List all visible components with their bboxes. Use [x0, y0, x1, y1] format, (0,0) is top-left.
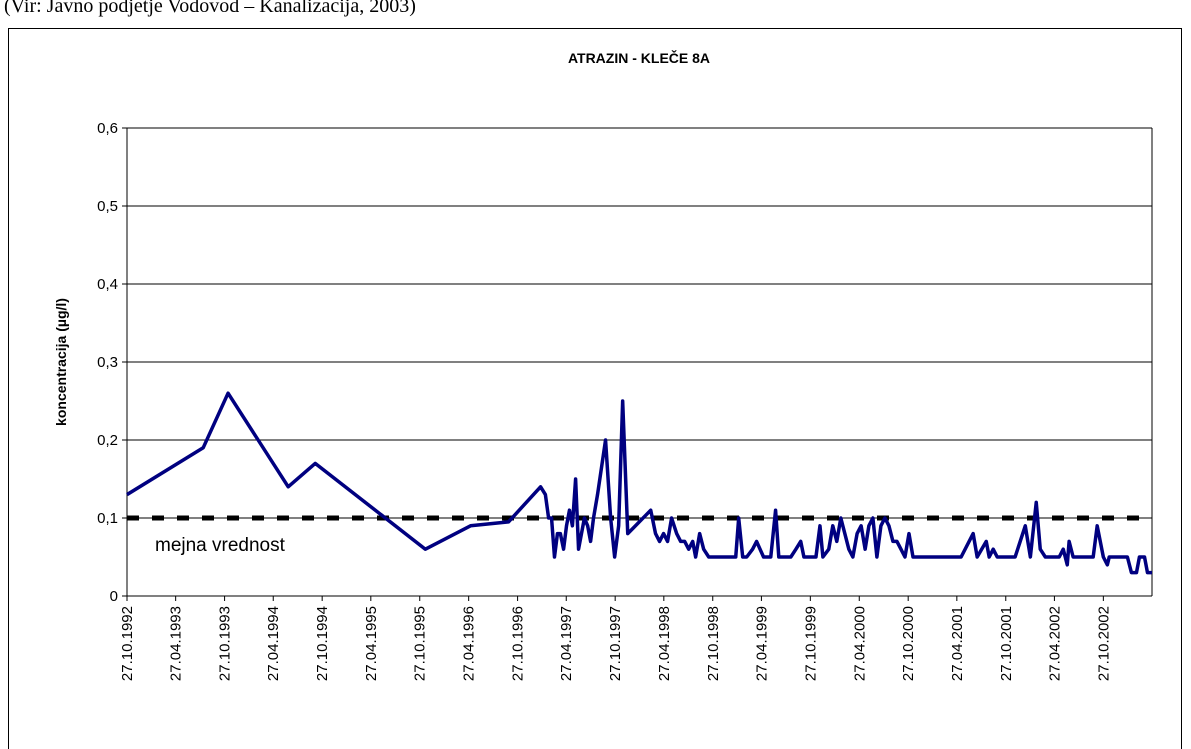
x-tick-label: 27.10.1997	[607, 606, 624, 681]
x-tick-label: 27.04.2001	[949, 606, 966, 681]
x-tick-label: 27.04.1998	[656, 606, 673, 681]
y-tick-label: 0,6	[97, 120, 118, 137]
y-tick-label: 0,3	[97, 354, 118, 371]
x-tick-label: 27.10.1993	[217, 606, 234, 681]
threshold-label: mejna vrednost	[155, 535, 286, 556]
chart-title: ATRAZIN - KLEČE 8A	[568, 49, 710, 66]
x-tick-label: 27.04.1996	[461, 606, 478, 681]
x-tick-label: 27.10.1995	[412, 606, 429, 681]
x-tick-label: 27.04.1994	[265, 606, 282, 681]
x-tick-label: 27.10.1996	[510, 606, 527, 681]
data-line	[126, 391, 1152, 575]
x-tick-label: 27.10.1998	[705, 606, 722, 681]
x-tick-label: 27.04.1993	[168, 606, 185, 681]
x-tick-label: 27.04.1997	[558, 606, 575, 681]
x-tick-label: 27.04.2000	[851, 606, 868, 681]
y-tick-label: 0,5	[97, 198, 118, 215]
x-tick-label: 27.10.1994	[314, 606, 331, 681]
y-tick-label: 0,2	[97, 432, 118, 449]
source-note: (Vir: Javno podjetje Vodovod – Kanalizac…	[4, 0, 416, 17]
chart-frame	[8, 28, 1182, 749]
x-tick-label: 27.10.2000	[900, 606, 917, 681]
x-tick-label: 27.04.1995	[363, 606, 380, 681]
x-tick-label: 27.04.2002	[1046, 606, 1063, 681]
y-axis-title: koncentracija (µg/l)	[53, 298, 69, 426]
x-tick-label: 27.10.2001	[998, 606, 1015, 681]
y-tick-label: 0,1	[97, 510, 118, 527]
y-tick-label: 0	[110, 588, 118, 605]
x-tick-label: 27.10.1992	[119, 606, 136, 681]
x-tick-label: 27.10.2002	[1095, 606, 1112, 681]
y-tick-label: 0,4	[97, 276, 118, 293]
x-tick-label: 27.04.1999	[753, 606, 770, 681]
x-tick-label: 27.10.1999	[802, 606, 819, 681]
